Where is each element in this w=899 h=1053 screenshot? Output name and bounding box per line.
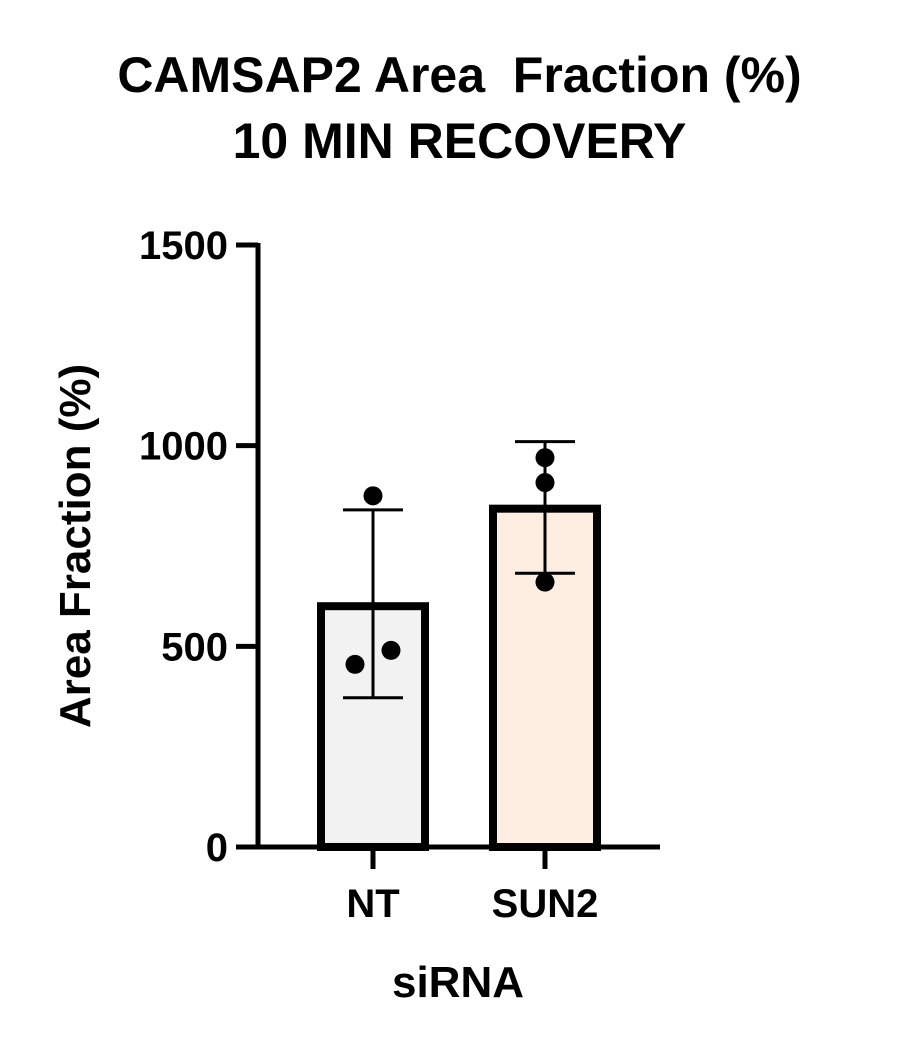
data-point — [345, 654, 365, 674]
y-tick-label: 1500 — [139, 224, 228, 268]
data-point — [535, 473, 555, 493]
y-tick-label: 1000 — [139, 425, 228, 469]
chart-title-line-1: CAMSAP2 Area Fraction (%) — [117, 47, 802, 103]
data-point — [535, 448, 555, 468]
bars — [317, 504, 601, 852]
x-axis-label: siRNA — [392, 958, 524, 1007]
data-point — [535, 572, 555, 592]
x-tick-label: NT — [346, 882, 399, 926]
x-tick-label: SUN2 — [492, 882, 599, 926]
data-points — [345, 448, 555, 674]
y-axis-label: Area Fraction (%) — [51, 364, 100, 728]
y-tick-label: 500 — [161, 625, 228, 669]
labels: siRNA Area Fraction (%) — [51, 364, 524, 1007]
data-point — [363, 486, 383, 506]
chart-title: CAMSAP2 Area Fraction (%) 10 MIN RECOVER… — [0, 42, 899, 174]
data-point — [381, 640, 401, 660]
chart-title-line-2: 10 MIN RECOVERY — [232, 113, 687, 169]
y-tick-label: 0 — [206, 826, 228, 870]
